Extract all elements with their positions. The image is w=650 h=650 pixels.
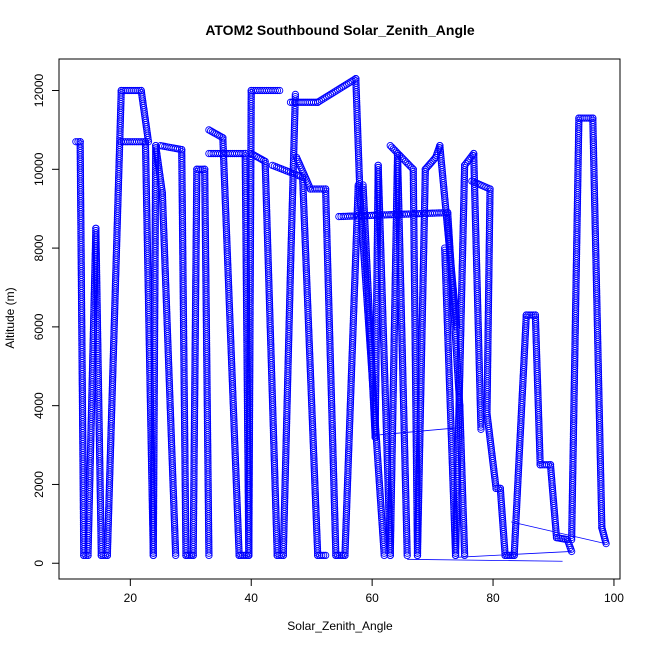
data-point <box>135 86 143 95</box>
x-axis: 20 40 60 80 100 <box>124 579 624 605</box>
y-tick-label: 6000 <box>32 313 46 340</box>
y-tick-label: 2000 <box>32 471 46 498</box>
data-point <box>74 138 82 146</box>
data-point <box>182 547 190 555</box>
data-point <box>137 138 145 146</box>
y-tick-label: 8000 <box>32 234 46 261</box>
data-point <box>133 86 141 95</box>
altitude-profile-series <box>117 138 180 560</box>
connector-line <box>407 558 563 562</box>
y-tick-label: 0 <box>32 560 46 567</box>
altitude-profile-series <box>92 86 153 560</box>
y-axis-label: Altitude (m) <box>3 287 17 348</box>
data-point <box>171 547 180 555</box>
data-point <box>139 138 147 146</box>
plot-area <box>72 75 610 562</box>
chart-title: ATOM2 Southbound Solar_Zenith_Angle <box>205 22 475 38</box>
x-tick-label: 40 <box>245 591 259 605</box>
data-point <box>187 551 196 560</box>
data-point <box>99 551 107 560</box>
y-tick-label: 4000 <box>32 392 46 419</box>
y-tick-label: 10000 <box>32 152 46 186</box>
data-point <box>117 91 125 99</box>
altitude-profile-series <box>247 90 300 560</box>
x-tick-label: 80 <box>486 591 500 605</box>
plot-frame <box>58 58 621 580</box>
altitude-profile-series <box>156 142 213 560</box>
data-point <box>172 551 180 560</box>
data-point <box>80 551 88 560</box>
data-point <box>171 549 180 557</box>
data-point <box>82 551 90 560</box>
data-point <box>185 551 194 560</box>
x-tick-label: 60 <box>365 591 379 605</box>
data-point <box>72 138 80 146</box>
data-point <box>80 549 88 557</box>
y-axis: 0 2000 4000 6000 8000 10000 12000 <box>32 74 59 567</box>
x-axis-label: Solar_Zenith_Angle <box>287 619 393 633</box>
x-tick-label: 100 <box>604 591 624 605</box>
x-tick-label: 20 <box>124 591 138 605</box>
data-point <box>101 551 110 560</box>
data-point <box>182 551 190 560</box>
data-point <box>80 547 88 555</box>
y-tick-label: 12000 <box>32 74 46 108</box>
